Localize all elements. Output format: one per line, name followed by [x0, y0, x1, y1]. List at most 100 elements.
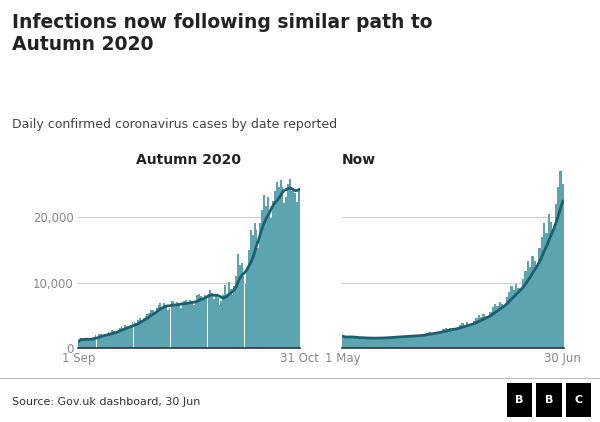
Bar	[145, 316, 146, 348]
Bar	[226, 294, 228, 348]
Bar	[102, 336, 104, 348]
Bar	[211, 292, 213, 348]
FancyBboxPatch shape	[536, 383, 562, 417]
Bar	[223, 295, 224, 348]
Bar	[167, 310, 169, 348]
Bar	[529, 267, 531, 348]
Bar	[412, 335, 415, 348]
Bar	[485, 316, 487, 348]
Bar	[533, 262, 536, 348]
Bar	[478, 315, 480, 348]
Text: Source: Gov.uk dashboard, 30 Jun: Source: Gov.uk dashboard, 30 Jun	[12, 397, 200, 407]
Bar	[215, 296, 217, 348]
Bar	[158, 305, 160, 348]
FancyBboxPatch shape	[507, 383, 532, 417]
Bar	[506, 297, 508, 348]
Bar	[245, 284, 247, 348]
Bar	[431, 333, 433, 348]
Bar	[377, 338, 379, 348]
Bar	[442, 329, 445, 348]
Bar	[161, 308, 163, 348]
Bar	[97, 337, 98, 348]
Bar	[283, 203, 285, 348]
Bar	[522, 279, 524, 348]
Bar	[200, 295, 202, 348]
Bar	[78, 341, 80, 348]
Bar	[278, 187, 280, 348]
Bar	[421, 335, 424, 348]
Bar	[466, 322, 468, 348]
Text: Infections now following similar path to
Autumn 2020: Infections now following similar path to…	[12, 13, 433, 54]
Bar	[194, 303, 196, 348]
Bar	[133, 322, 136, 348]
Bar	[172, 301, 174, 348]
Bar	[494, 303, 496, 348]
Text: C: C	[574, 395, 583, 405]
Bar	[352, 337, 353, 348]
Bar	[193, 306, 194, 348]
Bar	[559, 168, 562, 348]
Bar	[137, 320, 139, 348]
Bar	[503, 307, 506, 348]
Bar	[501, 304, 503, 348]
Bar	[82, 340, 83, 348]
Bar	[115, 333, 117, 348]
Bar	[489, 312, 491, 348]
Bar	[475, 318, 478, 348]
Bar	[524, 271, 527, 348]
Bar	[457, 327, 459, 348]
Bar	[347, 337, 349, 348]
Bar	[396, 336, 398, 348]
Bar	[405, 337, 407, 348]
Text: B: B	[545, 395, 553, 405]
Bar	[550, 222, 553, 348]
Bar	[373, 339, 375, 348]
Bar	[459, 325, 461, 348]
Text: B: B	[515, 395, 524, 405]
Bar	[382, 338, 384, 348]
Bar	[468, 324, 470, 348]
Bar	[248, 250, 250, 348]
Bar	[269, 210, 271, 348]
Bar	[342, 336, 344, 348]
Bar	[178, 303, 180, 348]
Bar	[482, 314, 485, 348]
Bar	[356, 338, 358, 348]
Bar	[89, 340, 91, 348]
Bar	[370, 338, 373, 348]
Bar	[189, 300, 191, 348]
Bar	[287, 184, 289, 348]
Bar	[196, 295, 198, 348]
Bar	[512, 290, 515, 348]
Bar	[121, 326, 122, 348]
Bar	[150, 310, 152, 348]
Bar	[109, 333, 111, 348]
Bar	[130, 325, 131, 348]
Bar	[122, 328, 124, 348]
Bar	[93, 337, 95, 348]
Bar	[107, 332, 109, 348]
Bar	[473, 321, 475, 348]
Bar	[252, 235, 254, 348]
Bar	[368, 338, 370, 348]
Bar	[281, 187, 283, 348]
Bar	[263, 195, 265, 348]
Bar	[554, 204, 557, 348]
Bar	[470, 325, 473, 348]
Bar	[419, 335, 421, 348]
Bar	[461, 323, 464, 348]
Bar	[254, 223, 256, 348]
Bar	[141, 321, 143, 348]
Bar	[426, 333, 428, 348]
Bar	[160, 303, 161, 348]
Bar	[496, 306, 499, 348]
Bar	[407, 336, 410, 348]
Bar	[487, 318, 489, 348]
Bar	[85, 338, 87, 348]
Bar	[553, 230, 554, 348]
Bar	[438, 333, 440, 348]
Bar	[233, 286, 235, 348]
Bar	[480, 317, 482, 348]
Bar	[394, 337, 396, 348]
Bar	[543, 223, 545, 348]
